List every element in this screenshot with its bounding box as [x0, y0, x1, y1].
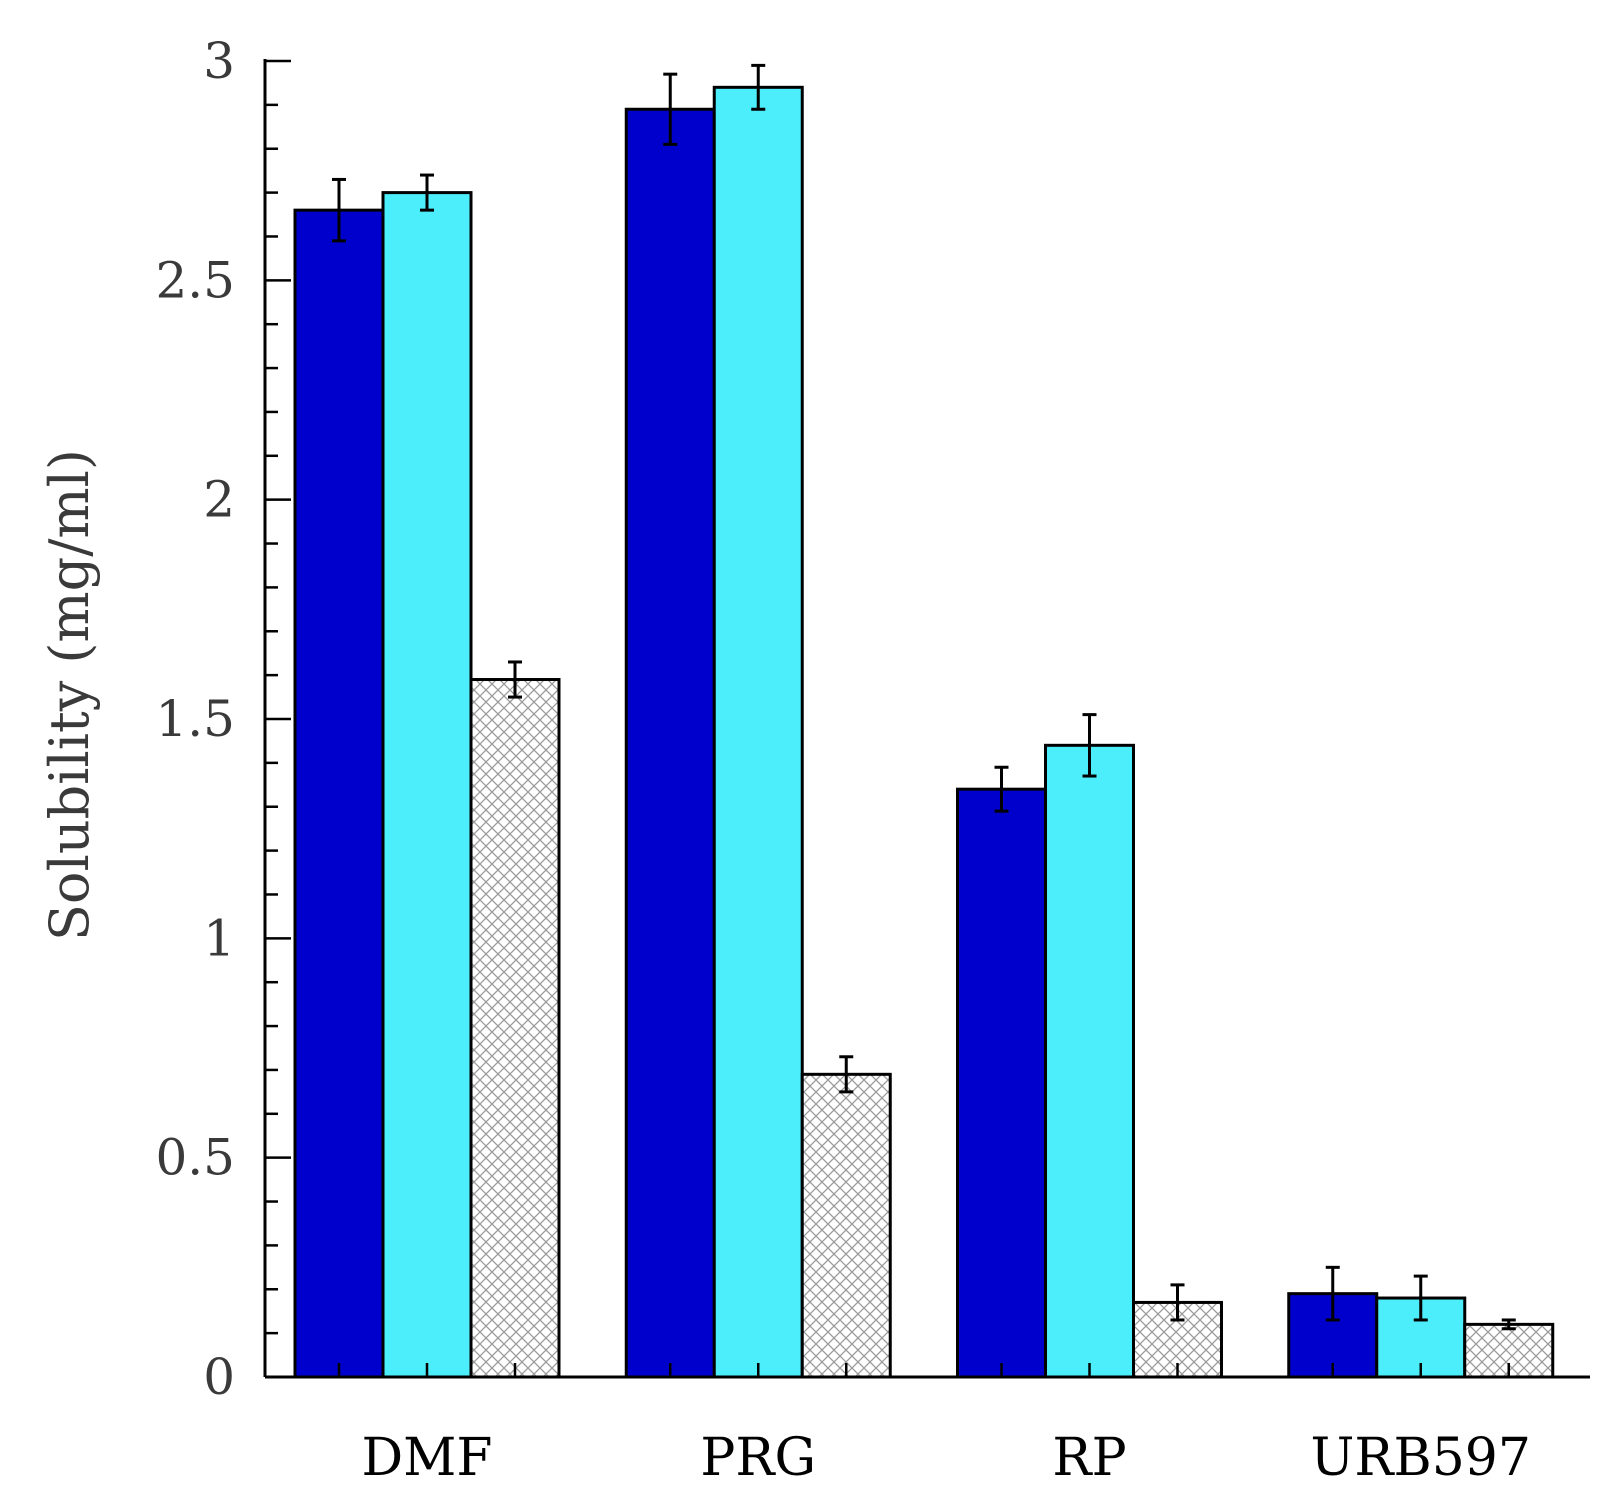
x-category-label: PRG: [700, 1428, 816, 1488]
x-category-label: URB597: [1311, 1428, 1531, 1488]
bar-prg-s2: [712, 85, 804, 1379]
y-tick-label: 0.5: [155, 1129, 235, 1187]
y-tick-label: 2.5: [155, 251, 235, 309]
y-tick-label: 0: [203, 1348, 235, 1406]
bar-dmf-s2: [381, 191, 473, 1379]
y-axis-title: Solubility (mg/ml): [38, 449, 101, 941]
plot-area: 0 0.5 1 1.5 2 2.5 3 DMF PRG RP URB597: [155, 32, 1590, 1488]
x-category-label: DMF: [361, 1428, 492, 1488]
y-tick-label: 2: [203, 471, 235, 529]
bar-rp-s2: [1044, 743, 1135, 1379]
y-tick-label: 1: [203, 909, 235, 967]
bar-prg-s1: [624, 107, 716, 1379]
y-tick-label: 1.5: [155, 690, 235, 748]
bar-dmf-s3: [469, 678, 561, 1379]
bar-dmf-s1: [293, 208, 385, 1379]
bar-prg-s3: [800, 1072, 892, 1379]
bar-rp-s1: [956, 787, 1047, 1379]
y-tick-label: 3: [203, 32, 235, 90]
x-category-label: RP: [1052, 1428, 1126, 1488]
